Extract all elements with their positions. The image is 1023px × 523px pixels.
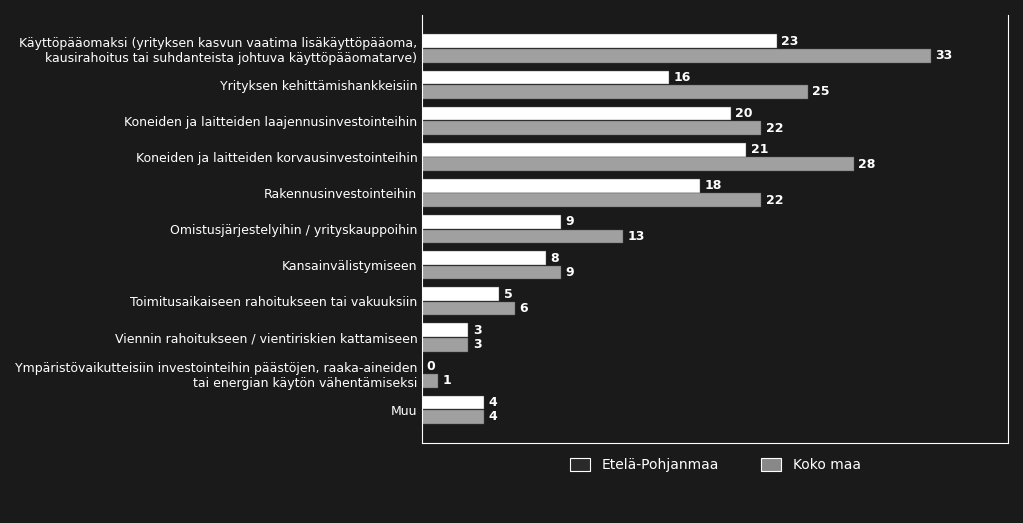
- Text: 9: 9: [566, 215, 574, 229]
- Text: 13: 13: [627, 230, 644, 243]
- Text: 25: 25: [812, 85, 830, 98]
- Bar: [422, 157, 854, 171]
- Text: 16: 16: [673, 71, 691, 84]
- Text: 5: 5: [504, 288, 513, 301]
- Bar: [422, 49, 931, 63]
- Bar: [422, 85, 807, 99]
- Text: 1: 1: [442, 374, 451, 388]
- Text: 6: 6: [520, 302, 528, 315]
- Text: 18: 18: [704, 179, 721, 192]
- Bar: [422, 194, 761, 207]
- Bar: [422, 107, 730, 120]
- Text: 21: 21: [751, 143, 768, 156]
- Bar: [422, 215, 561, 229]
- Bar: [422, 287, 499, 301]
- Bar: [422, 266, 561, 279]
- Text: 22: 22: [766, 121, 784, 134]
- Bar: [422, 410, 484, 424]
- Bar: [422, 71, 669, 84]
- Text: 22: 22: [766, 194, 784, 207]
- Bar: [422, 323, 469, 337]
- Legend: Etelä-Pohjanmaa, Koko maa: Etelä-Pohjanmaa, Koko maa: [563, 451, 868, 479]
- Text: 9: 9: [566, 266, 574, 279]
- Text: 3: 3: [473, 324, 482, 337]
- Bar: [422, 374, 438, 388]
- Bar: [422, 121, 761, 135]
- Bar: [422, 179, 700, 192]
- Bar: [422, 338, 469, 351]
- Bar: [422, 302, 515, 315]
- Text: 4: 4: [489, 396, 497, 409]
- Text: 23: 23: [782, 35, 799, 48]
- Text: 4: 4: [489, 411, 497, 424]
- Bar: [422, 230, 623, 243]
- Text: 20: 20: [736, 107, 753, 120]
- Text: 33: 33: [936, 49, 952, 62]
- Text: 28: 28: [858, 157, 876, 170]
- Bar: [422, 396, 484, 410]
- Text: 3: 3: [473, 338, 482, 351]
- Bar: [422, 143, 746, 156]
- Text: 0: 0: [427, 360, 436, 373]
- Bar: [422, 251, 545, 265]
- Text: 8: 8: [550, 252, 559, 265]
- Bar: [422, 35, 776, 48]
